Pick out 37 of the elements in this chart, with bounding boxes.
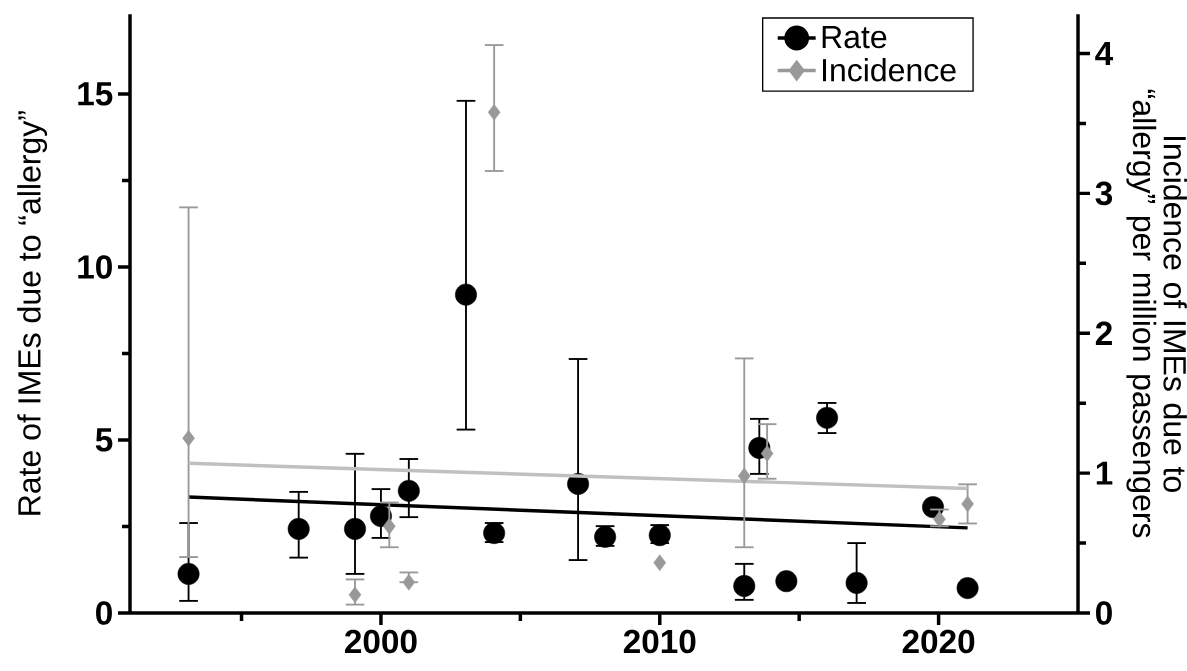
y-tick-label: 15 <box>78 82 113 106</box>
legend-label: Incidence <box>823 58 956 82</box>
point <box>733 575 756 597</box>
y2-tick-label: 3 <box>1095 181 1113 206</box>
point <box>956 577 979 600</box>
x-tick-label: 2020 <box>902 629 975 654</box>
point <box>653 554 667 571</box>
point <box>961 495 974 513</box>
point <box>287 517 310 540</box>
y2-tick-label: 2 <box>1095 321 1112 345</box>
y-axis-title: Rate of IMEs due to “allergy” <box>17 111 48 515</box>
point <box>182 429 195 447</box>
point <box>397 479 420 502</box>
y-tick-label: 0 <box>96 601 112 625</box>
point <box>383 518 396 535</box>
y2-tick-label: 4 <box>1095 42 1114 65</box>
point <box>845 571 868 594</box>
x-tick-label: 2010 <box>623 629 696 654</box>
point <box>487 103 501 121</box>
y2-tick-label: 1 <box>1096 461 1113 485</box>
point <box>177 562 200 585</box>
point <box>922 496 944 519</box>
point <box>402 573 416 591</box>
legend-label: Rate <box>822 25 887 49</box>
x-tick-label: 2000 <box>345 629 417 654</box>
point <box>567 472 590 495</box>
y2-axis-title: Incidence of IMEs due to “allergy” per million passengers <box>1126 89 1187 538</box>
point <box>344 517 366 540</box>
y-tick-label: 10 <box>78 255 112 279</box>
y-tick-label: 5 <box>95 428 113 452</box>
point <box>816 406 839 429</box>
point <box>737 467 751 485</box>
point <box>455 283 477 306</box>
point <box>348 586 362 604</box>
point <box>775 570 798 593</box>
y2-tick-label: 0 <box>1096 601 1112 625</box>
point <box>370 505 392 528</box>
